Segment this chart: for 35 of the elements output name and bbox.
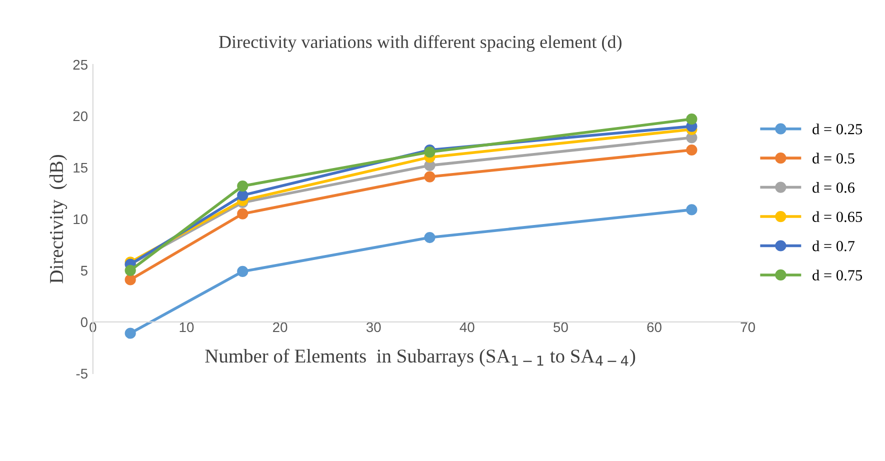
x-tick-label: 40 — [460, 322, 474, 332]
point — [237, 190, 248, 201]
legend-label: d = 0.65 — [812, 211, 862, 222]
y-tick-label: -5 — [76, 368, 88, 379]
y-tick-label: 10 — [74, 214, 88, 224]
x-axis-title: Number of Elements in Subarrays (SA$_{1−1}$ to SA$_{4−4}$) — [205, 348, 636, 367]
point — [237, 180, 248, 192]
y-axis-title: Directivity (dB) — [49, 155, 68, 284]
y-tick-label: 15 — [74, 162, 88, 173]
x-tick-label: 20 — [273, 322, 288, 332]
legend-label: d = 0.7 — [812, 240, 855, 252]
x-tick-label: 50 — [554, 322, 568, 332]
point — [124, 264, 136, 276]
legend-label: d = 0.25 — [812, 124, 862, 134]
point — [424, 171, 436, 182]
point — [686, 204, 698, 216]
x-tick-label: 0 — [90, 322, 96, 332]
x-tick-label: 60 — [647, 322, 662, 332]
point — [237, 266, 248, 278]
chart-title: Directivity variations with different spacing element (d) — [218, 35, 622, 52]
point — [686, 144, 698, 156]
x-tick-label: 30 — [366, 322, 381, 332]
point — [237, 208, 248, 220]
y-tick-label: 20 — [73, 111, 88, 122]
y-tick-label: 25 — [73, 60, 88, 70]
point — [124, 328, 136, 339]
legend-label: d = 0.5 — [812, 152, 854, 164]
point — [686, 114, 698, 125]
point — [424, 232, 436, 244]
point — [124, 274, 136, 286]
x-tick-label: 70 — [740, 322, 756, 332]
x-tick-label: 10 — [180, 322, 194, 332]
legend-label: d = 0.75 — [812, 270, 862, 281]
legend-label: d = 0.6 — [812, 182, 855, 193]
y-tick-label: 5 — [80, 266, 88, 276]
